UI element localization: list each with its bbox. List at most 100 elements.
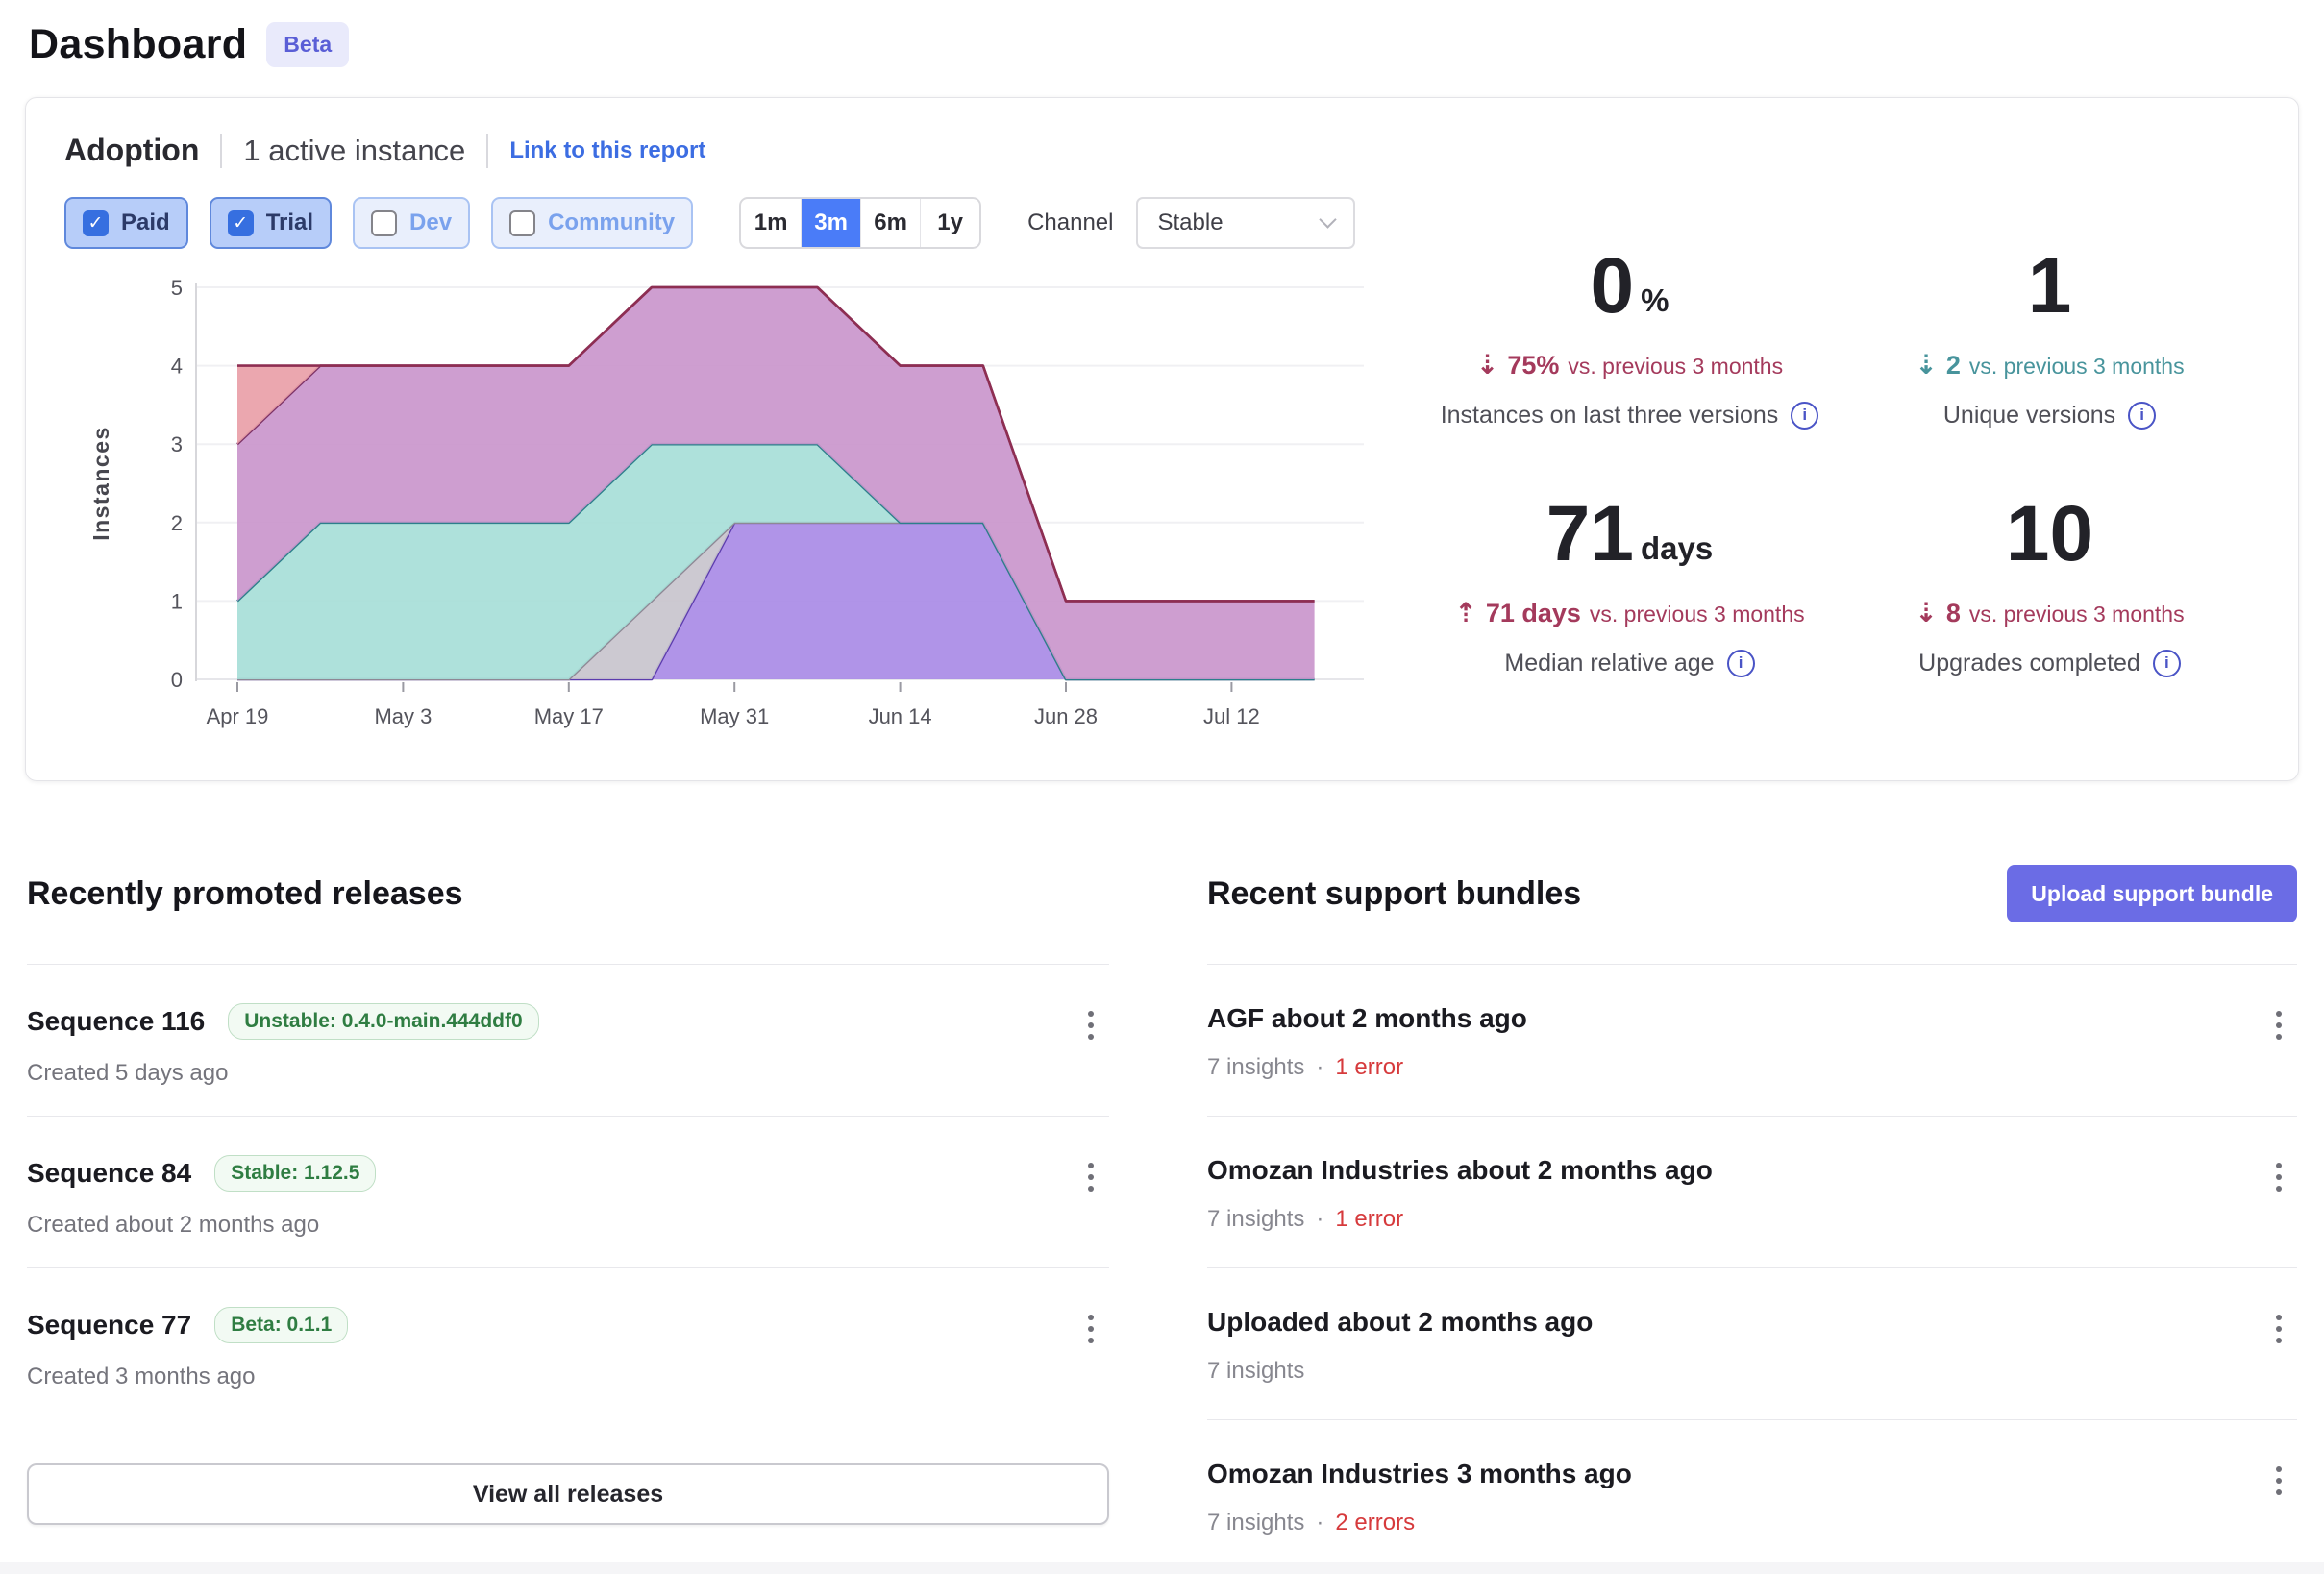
upload-support-bundle-button[interactable]: Upload support bundle [2007, 865, 2297, 922]
svg-text:May 17: May 17 [534, 704, 604, 728]
bundle-meta: 7 insights· [1207, 1358, 2297, 1385]
release-title: Sequence 84 [27, 1158, 192, 1188]
kebab-menu-icon[interactable] [1084, 1007, 1098, 1044]
range-button-3m[interactable]: 3m [801, 199, 861, 247]
link-to-report[interactable]: Link to this report [509, 136, 706, 163]
svg-text:Apr 19: Apr 19 [207, 704, 269, 728]
stat-value: 71 [1545, 489, 1634, 578]
release-title: Sequence 77 [27, 1310, 192, 1340]
svg-text:3: 3 [171, 432, 183, 456]
bundle-meta: 7 insights · 1 error [1207, 1206, 2297, 1233]
filter-chip-community[interactable]: Community [491, 197, 694, 249]
bundle-row[interactable]: Uploaded about 2 months ago 7 insights· [1207, 1267, 2297, 1419]
stat-median-relative-age: 71 days ⇡ 71 days vs. previous 3 months … [1420, 489, 1840, 677]
releases-header: Recently promoted releases [27, 864, 1109, 923]
channel-label: Channel [1027, 209, 1114, 235]
stat-upgrades-completed: 10 ⇣ 8 vs. previous 3 months Upgrades co… [1840, 489, 2260, 677]
beta-badge: Beta [266, 22, 350, 67]
filter-chip-trial[interactable]: ✓ Trial [209, 197, 333, 249]
bundle-error-count: 2 errors [1335, 1510, 1416, 1536]
release-channel-badge: Beta: 0.1.1 [214, 1307, 349, 1343]
info-icon[interactable]: i [2152, 649, 2181, 677]
svg-text:May 3: May 3 [374, 704, 432, 728]
kebab-menu-icon[interactable] [2272, 1007, 2286, 1044]
release-created: Created 3 months ago [27, 1364, 256, 1390]
dot-separator: · [1316, 1054, 1324, 1080]
stat-label: Unique versions [1942, 401, 2116, 429]
dot-separator: · [1316, 1206, 1324, 1232]
stat-instances-last-three-versions: 0 % ⇣ 75% vs. previous 3 months Instance… [1420, 242, 1840, 430]
checkbox-checked-icon: ✓ [83, 209, 109, 236]
svg-text:0: 0 [171, 668, 183, 692]
kebab-menu-icon[interactable] [2272, 1463, 2286, 1499]
range-button-1m[interactable]: 1m [754, 209, 788, 235]
kebab-menu-icon[interactable] [1084, 1311, 1098, 1347]
filter-chip-paid[interactable]: ✓ Paid [64, 197, 188, 249]
channel-select[interactable]: Stable [1136, 197, 1356, 249]
kebab-menu-icon[interactable] [1084, 1159, 1098, 1195]
stat-trend: ⇡ 71 days vs. previous 3 months [1420, 597, 1840, 628]
range-button-6m[interactable]: 6m [860, 199, 920, 247]
bundle-insights: 7 insights [1207, 1358, 1305, 1384]
trend-down-icon: ⇣ [1915, 597, 1938, 627]
stat-label-row: Unique versions i [1840, 401, 2260, 430]
trend-caption: vs. previous 3 months [1968, 353, 2185, 379]
bundle-title: Omozan Industries about 2 months ago [1207, 1155, 1713, 1185]
stat-label: Upgrades completed [1918, 649, 2140, 676]
svg-text:4: 4 [171, 355, 183, 379]
svg-text:5: 5 [171, 276, 183, 300]
bundle-row[interactable]: Omozan Industries about 2 months ago 7 i… [1207, 1116, 2297, 1267]
stat-unit: days [1641, 529, 1714, 566]
trend-value: 75% [1507, 350, 1560, 380]
trend-up-icon: ⇡ [1454, 597, 1477, 627]
bundle-meta: 7 insights · 2 errors [1207, 1510, 2297, 1537]
stat-number: 10 [1840, 489, 2260, 578]
adoption-card-header: Adoption 1 active instance Link to this … [64, 133, 2260, 168]
kebab-menu-icon[interactable] [2272, 1311, 2286, 1347]
stat-number: 71 days [1420, 489, 1840, 578]
filter-chip-label: Paid [121, 209, 170, 235]
filter-chip-label: Community [548, 209, 676, 235]
svg-text:2: 2 [171, 511, 183, 535]
stat-trend: ⇣ 75% vs. previous 3 months [1420, 349, 1840, 381]
bundle-error-count: 1 error [1335, 1054, 1404, 1080]
release-created: Created 5 days ago [27, 1060, 229, 1086]
trend-caption: vs. previous 3 months [1568, 353, 1784, 379]
filter-chip-dev[interactable]: Dev [353, 197, 471, 249]
release-created: Created about 2 months ago [27, 1212, 320, 1238]
range-button-1y[interactable]: 1y [920, 199, 979, 247]
release-row-head: Sequence 116 Unstable: 0.4.0-main.444ddf… [27, 1003, 1109, 1040]
info-icon[interactable]: i [2128, 401, 2157, 430]
release-row-head: Sequence 77 Beta: 0.1.1 [27, 1307, 1109, 1343]
stat-label: Median relative age [1504, 649, 1715, 676]
stat-value: 0 [1590, 242, 1635, 330]
trend-value: 71 days [1485, 598, 1581, 627]
adoption-controls: ✓ Paid ✓ Trial Dev Community 1m 3m 6m 1y [64, 197, 2260, 249]
stat-label-row: Median relative age i [1420, 649, 1840, 677]
svg-text:Jul 12: Jul 12 [1203, 704, 1260, 728]
svg-text:Instances: Instances [88, 426, 113, 541]
bundle-title: Uploaded about 2 months ago [1207, 1307, 1594, 1337]
channel-select-value: Stable [1157, 209, 1224, 235]
info-icon[interactable]: i [1791, 401, 1819, 430]
adoption-chart: 0 1 2 3 4 5 Apr 19 May 3 May 17 May 31 Jun 14 Jun 2… [64, 270, 1420, 750]
trend-caption: vs. previous 3 months [1968, 601, 2185, 627]
info-icon[interactable]: i [1726, 649, 1755, 677]
stat-trend: ⇣ 8 vs. previous 3 months [1840, 597, 2260, 628]
adoption-card: Adoption 1 active instance Link to this … [25, 97, 2299, 781]
kebab-menu-icon[interactable] [2272, 1159, 2286, 1195]
release-channel-badge: Unstable: 0.4.0-main.444ddf0 [228, 1003, 539, 1040]
checkbox-unchecked-icon [509, 209, 536, 236]
bundle-title: Omozan Industries 3 months ago [1207, 1459, 1632, 1488]
filter-chip-label: Dev [409, 209, 453, 235]
stat-value: 1 [2027, 242, 2072, 330]
stat-value: 10 [2005, 489, 2094, 578]
trend-down-icon: ⇣ [1915, 349, 1938, 380]
bundle-row[interactable]: Omozan Industries 3 months ago 7 insight… [1207, 1419, 2297, 1571]
view-all-releases-button[interactable]: View all releases [27, 1463, 1109, 1525]
chevron-down-icon [1319, 210, 1338, 229]
viewport-bottom-strip [0, 1562, 2324, 1574]
bundle-row[interactable]: AGF about 2 months ago 7 insights · 1 erro… [1207, 964, 2297, 1116]
adoption-title: Adoption [64, 133, 200, 167]
divider [220, 133, 223, 168]
